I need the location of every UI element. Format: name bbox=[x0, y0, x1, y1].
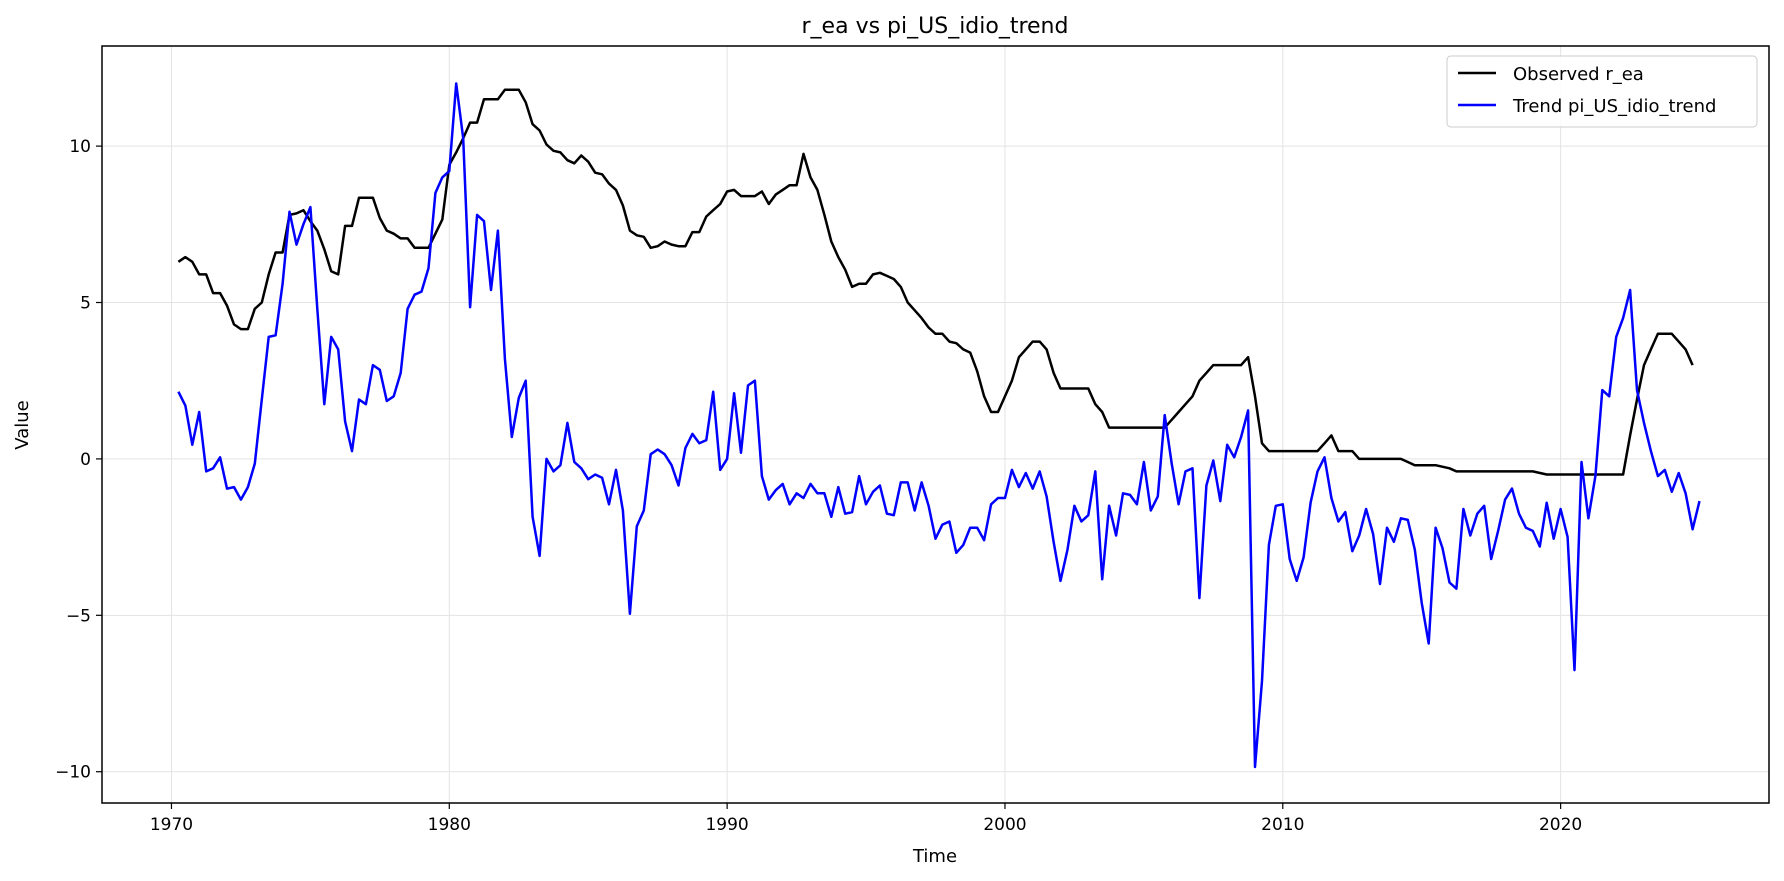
plot-frame bbox=[101, 45, 1770, 804]
series-line-observed-r-ea bbox=[177, 88, 1694, 476]
y-tick-label: 0 bbox=[80, 450, 91, 470]
x-tick-label: 2020 bbox=[1539, 815, 1582, 835]
x-tick-label: 1980 bbox=[428, 815, 471, 835]
legend-label-trend: Trend pi_US_idio_trend bbox=[1512, 96, 1716, 117]
x-axis-label: Time bbox=[912, 846, 957, 867]
x-tick-label: 2000 bbox=[983, 815, 1026, 835]
grid bbox=[102, 46, 1769, 803]
chart-title: r_ea vs pi_US_idio_trend bbox=[802, 14, 1069, 39]
y-tick-label: −5 bbox=[66, 606, 91, 626]
y-axis-label: Value bbox=[12, 400, 33, 449]
series-line-trend-pi-us-idio bbox=[177, 82, 1701, 769]
legend: Observed r_ea Trend pi_US_idio_trend bbox=[1446, 55, 1758, 128]
y-tick-label: 10 bbox=[69, 137, 91, 157]
x-tick-label: 1970 bbox=[150, 815, 193, 835]
legend-label-observed: Observed r_ea bbox=[1513, 64, 1644, 85]
x-tick-label: 2010 bbox=[1261, 815, 1304, 835]
legend-box bbox=[1446, 55, 1758, 128]
axis-ticks: 1970 1980 1990 2000 2010 2020 −10 −5 0 5 10 bbox=[55, 137, 1582, 835]
series-lines bbox=[177, 82, 1701, 769]
x-tick-label: 1990 bbox=[705, 815, 748, 835]
y-tick-label: −10 bbox=[55, 763, 91, 783]
y-tick-label: 5 bbox=[80, 294, 91, 314]
